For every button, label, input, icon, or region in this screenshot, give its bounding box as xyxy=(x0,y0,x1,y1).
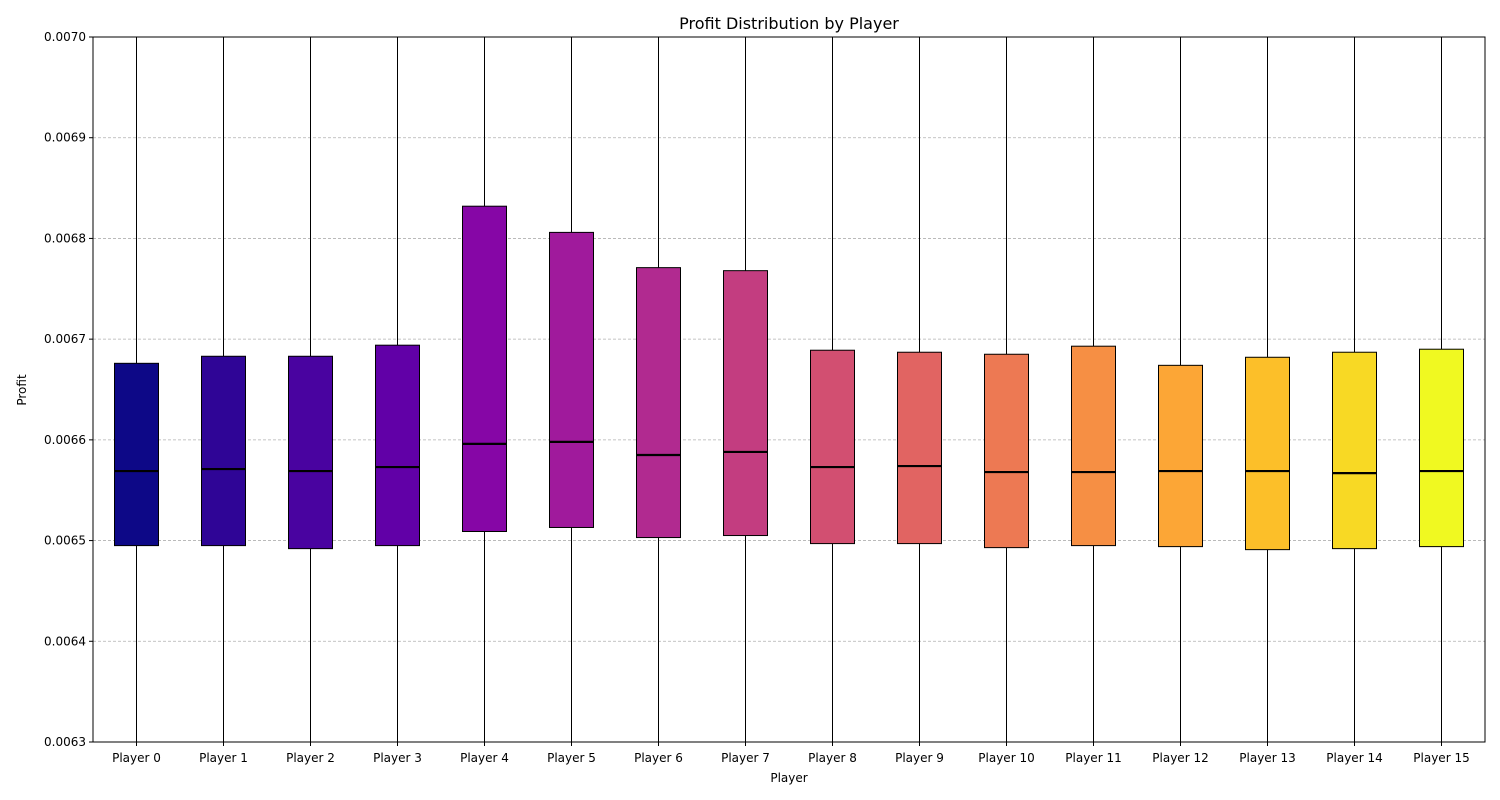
box xyxy=(1419,348,1464,548)
x-tick-label: Player 12 xyxy=(1152,751,1208,765)
x-tick-label: Player 9 xyxy=(895,751,944,765)
x-tick-label: Player 7 xyxy=(721,751,770,765)
box xyxy=(1071,345,1116,547)
x-tick-label: Player 6 xyxy=(634,751,683,765)
box xyxy=(897,351,942,545)
y-axis-ticks: 0.0063 0.0064 0.0065 0.0066 0.0067 0.0068 0.00… xyxy=(44,30,93,749)
y-tick-label: 0.0070 xyxy=(44,30,86,44)
x-tick-label: Player 15 xyxy=(1413,751,1469,765)
box xyxy=(1245,356,1290,551)
y-axis-label: Profit xyxy=(15,374,29,406)
plot-frame xyxy=(92,36,1486,743)
x-tick-label: Player 11 xyxy=(1065,751,1121,765)
x-tick-label: Player 8 xyxy=(808,751,857,765)
y-tick-label: 0.0069 xyxy=(44,131,86,145)
box xyxy=(810,349,855,545)
box xyxy=(288,355,333,550)
x-tick-label: Player 10 xyxy=(978,751,1034,765)
box xyxy=(1332,351,1377,550)
y-tick-label: 0.0065 xyxy=(44,534,86,548)
x-axis-label: Player xyxy=(770,771,807,785)
x-axis-ticks: Player 0 Player 1 Player 2 Player 3 Player 4… xyxy=(112,742,1470,765)
y-tick-label: 0.0063 xyxy=(44,735,86,749)
boxes xyxy=(114,205,1464,551)
x-tick-label: Player 14 xyxy=(1326,751,1382,765)
y-tick-label: 0.0067 xyxy=(44,332,86,346)
box xyxy=(636,267,681,539)
x-tick-label: Player 13 xyxy=(1239,751,1295,765)
box xyxy=(201,355,246,547)
chart-title: Profit Distribution by Player xyxy=(679,14,899,33)
y-tick-label: 0.0064 xyxy=(44,634,86,648)
whiskers xyxy=(136,37,1442,742)
y-tick-label: 0.0066 xyxy=(44,433,86,447)
x-tick-label: Player 2 xyxy=(286,751,335,765)
box xyxy=(375,344,420,547)
x-tick-label: Player 4 xyxy=(460,751,509,765)
box xyxy=(1158,364,1203,548)
box xyxy=(723,270,768,537)
x-tick-label: Player 5 xyxy=(547,751,596,765)
x-tick-label: Player 1 xyxy=(199,751,248,765)
box xyxy=(984,353,1029,549)
x-tick-label: Player 3 xyxy=(373,751,422,765)
box xyxy=(549,231,594,528)
x-tick-label: Player 0 xyxy=(112,751,161,765)
y-tick-label: 0.0068 xyxy=(44,231,86,245)
box xyxy=(462,205,507,533)
box xyxy=(114,362,159,547)
